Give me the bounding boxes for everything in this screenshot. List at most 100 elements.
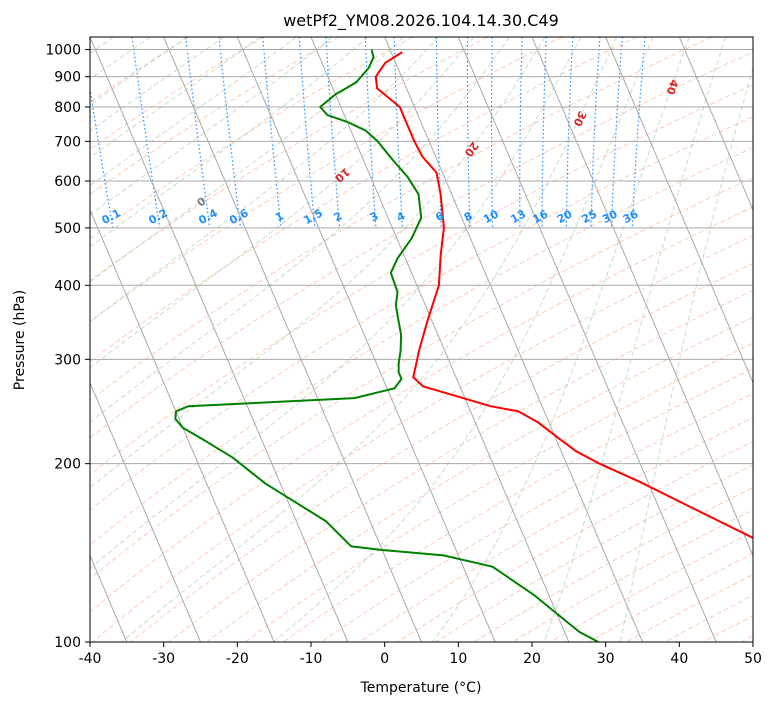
dewpoint-profile-line <box>174 49 599 642</box>
moist-adiabat-line <box>90 37 225 132</box>
dry-adiabat-line <box>90 146 753 546</box>
isotherm-gridline <box>457 37 717 642</box>
dry-adiabat-line <box>206 316 753 642</box>
mixing-ratio-line <box>590 37 601 228</box>
x-tick-label: -40 <box>79 651 102 667</box>
dry-adiabat-line <box>90 84 753 476</box>
moist-adiabat-label: 20 <box>461 139 481 159</box>
x-tick-label: 0 <box>380 651 389 667</box>
mixing-ratio-label: 25 <box>580 207 600 226</box>
y-axis: 100 200 300 400 500 600 700 800 900 1000 <box>45 43 90 651</box>
isotherm-gridline <box>531 37 753 557</box>
mixing-ratio-line <box>631 37 646 228</box>
dry-adiabat-line <box>90 37 488 282</box>
moist-adiabat-line <box>90 37 510 423</box>
x-axis: -40 -30 -20 -10 0 10 20 30 40 50 <box>79 642 762 667</box>
y-tick-label: 200 <box>54 457 81 473</box>
mixing-ratio-label: 10 <box>481 207 501 226</box>
moist-adiabat-label: 40 <box>663 78 680 97</box>
dry-adiabat-line <box>90 206 753 613</box>
x-tick-label: -20 <box>226 651 249 667</box>
moist-adiabat-line <box>90 37 261 159</box>
dry-adiabat-line <box>91 234 753 642</box>
mixing-ratio-line <box>298 37 316 228</box>
isotherm-gridline <box>310 37 570 642</box>
moist-adiabat-line <box>90 37 404 283</box>
isotherm-gridline <box>90 208 275 642</box>
mixing-ratio-label: 0.6 <box>227 206 251 227</box>
mixing-ratio-label: 0.2 <box>146 206 169 227</box>
y-tick-label: 300 <box>54 352 81 368</box>
dry-adiabat-line <box>664 594 753 642</box>
x-tick-label: 40 <box>670 651 688 667</box>
dry-adiabat-line <box>90 37 414 239</box>
moist-adiabat-line <box>90 37 475 369</box>
mixing-ratio-line <box>185 37 211 228</box>
moist-adiabat-line <box>90 37 369 248</box>
isotherm-gridline <box>752 37 753 39</box>
mixing-ratio-label: 6 <box>433 209 446 224</box>
x-tick-label: 30 <box>597 651 615 667</box>
mixing-ratio-label: 36 <box>621 207 641 226</box>
moist-adiabat-line <box>273 37 654 642</box>
dry-adiabat-line <box>282 367 753 642</box>
moist-adiabat-line <box>90 37 582 569</box>
y-tick-label: 400 <box>54 278 81 294</box>
dry-adiabat-line <box>90 37 638 363</box>
mixing-ratio-label: 13 <box>508 207 528 226</box>
mixing-ratio-label: 30 <box>600 207 620 226</box>
dry-adiabat-line <box>90 37 339 196</box>
moist-adiabat-line <box>90 37 333 216</box>
y-tick-label: 700 <box>54 134 81 150</box>
mixing-ratio-label: 0.4 <box>196 206 220 227</box>
y-tick-label: 500 <box>54 221 81 237</box>
dry-adiabat-line <box>702 615 753 642</box>
x-tick-label: 20 <box>523 651 541 667</box>
dry-adiabat-line <box>90 37 712 401</box>
moist-adiabat-line <box>543 37 727 642</box>
mixing-ratio-label: 3 <box>368 209 381 224</box>
isotherm-gridline <box>90 381 201 642</box>
mixing-ratio-line <box>490 37 494 228</box>
mixing-ratio-label: 2 <box>332 209 345 224</box>
y-tick-label: 1000 <box>45 43 81 59</box>
dry-adiabat-line <box>244 342 753 642</box>
y-tick-label: 900 <box>54 70 81 86</box>
moist-adiabat-line <box>90 37 546 489</box>
mixing-ratio-label: 16 <box>531 207 551 226</box>
mixing-ratio-line <box>262 37 282 228</box>
mixing-ratio-label: 1.5 <box>302 206 325 227</box>
moist-adiabat-line <box>90 37 297 186</box>
moist-adiabat-line <box>121 37 618 642</box>
mixing-ratio-label: 0.1 <box>100 206 123 227</box>
isotherm-gridline <box>605 37 753 384</box>
dry-adiabat-line <box>511 509 753 642</box>
mixing-ratio-line <box>218 37 242 228</box>
dry-adiabat-line <box>740 635 753 642</box>
isotherm-gridline <box>236 37 496 642</box>
mixing-ratio-label: 20 <box>555 207 575 226</box>
mixing-ratio-label: 4 <box>394 209 407 224</box>
dry-adiabat-label: -10 <box>15 230 39 253</box>
plot-frame <box>89 36 754 643</box>
x-tick-label: 50 <box>744 651 762 667</box>
isotherm-gridline <box>163 37 422 642</box>
x-tick-label: -10 <box>300 651 323 667</box>
chart-title: wetPf2_YM08.2026.104.14.30.C49 <box>283 11 559 31</box>
moist-adiabat-line <box>619 66 753 642</box>
moist-adiabat-label: 10 <box>332 165 352 185</box>
x-axis-label: Temperature (°C) <box>360 680 482 696</box>
x-tick-label: 10 <box>449 651 467 667</box>
moist-adiabat-line <box>90 37 439 323</box>
moist-adiabat-line <box>431 37 690 642</box>
mixing-ratio-line <box>90 85 114 229</box>
isotherm-gridline <box>90 37 349 642</box>
y-tick-label: 600 <box>54 174 81 190</box>
mixing-ratio-line <box>466 37 471 228</box>
x-tick-label: -30 <box>152 651 175 667</box>
y-tick-label: 800 <box>54 100 81 116</box>
moist-adiabat-line <box>90 37 188 106</box>
dry-adiabat-line <box>168 290 753 642</box>
isotherm-gridline <box>384 37 643 642</box>
